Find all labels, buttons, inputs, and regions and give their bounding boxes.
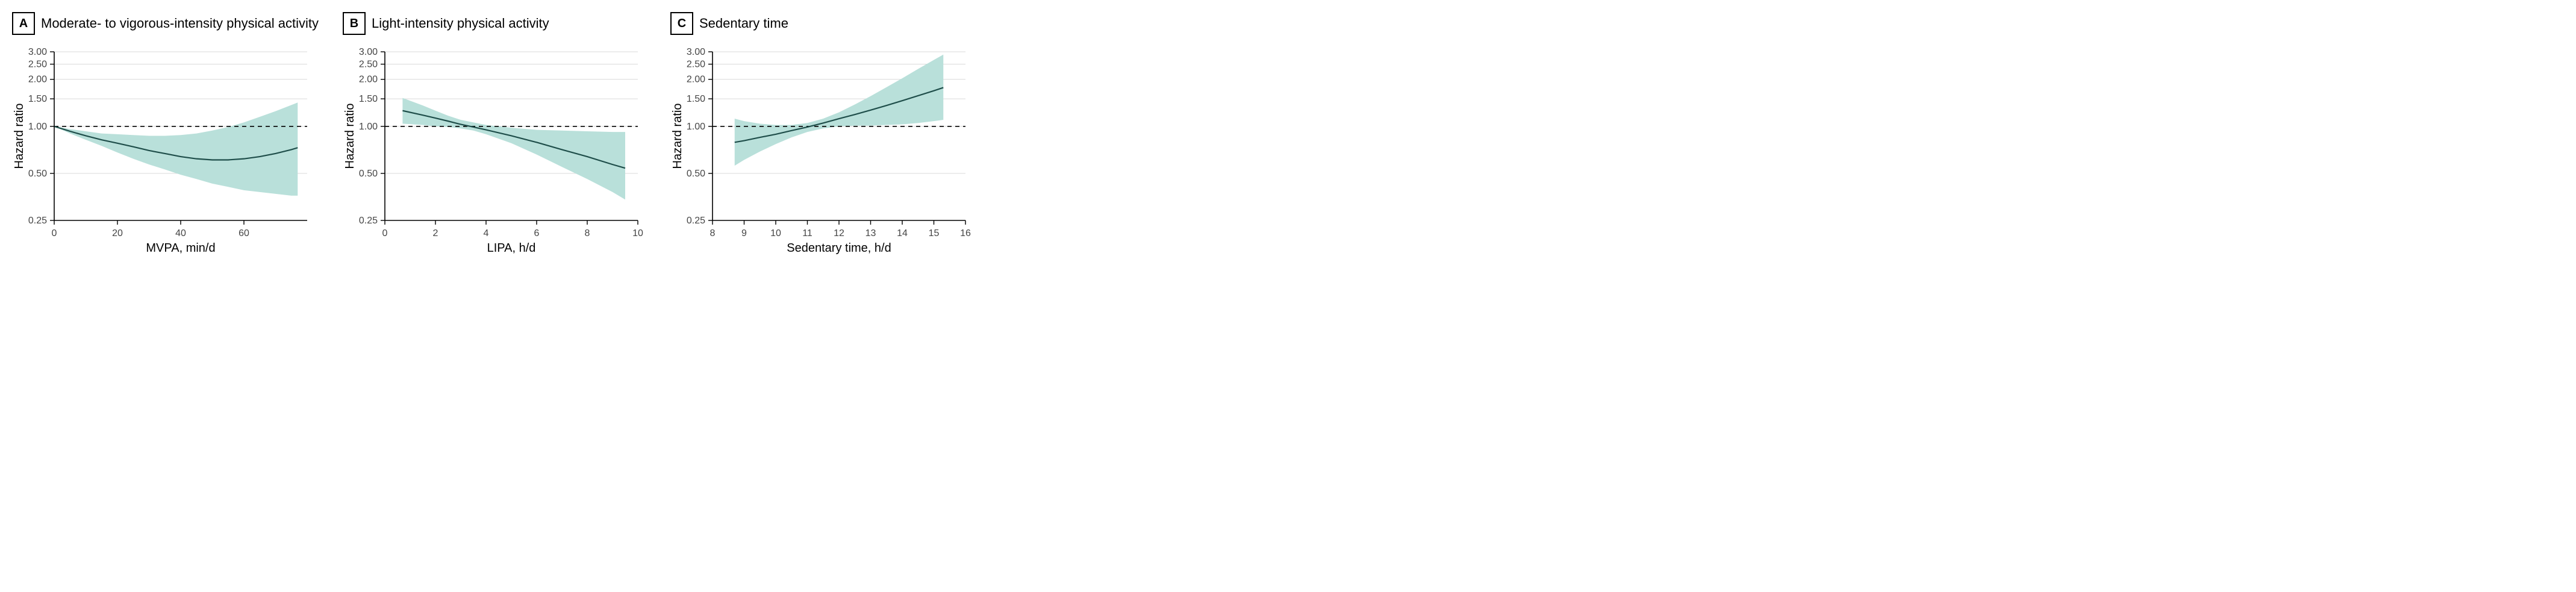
y-tick-label: 2.00 (359, 75, 378, 85)
y-axis-label: Hazard ratio (671, 104, 684, 169)
panel-letter: C (670, 12, 693, 35)
chart-wrap: 0.25 0.50 1.00 1.50 2.00 2.50 3.00 8 9 10 11 12 13 14… (670, 46, 974, 257)
y-tick-label: 0.25 (687, 216, 705, 226)
x-tick-label: 40 (175, 228, 186, 238)
y-axis-label: Hazard ratio (343, 104, 357, 169)
x-axis-label: MVPA, min/d (146, 241, 215, 255)
y-tick-label: 0.50 (687, 169, 705, 179)
x-tick-label: 13 (865, 228, 876, 238)
chart: 0.25 0.50 1.00 1.50 2.00 2.50 3.00 0 20 40 60 Hazar… (12, 46, 316, 257)
confidence-band (735, 55, 944, 166)
panel-letter: A (12, 12, 35, 35)
x-tick-label: 60 (239, 228, 249, 238)
y-tick-label: 1.50 (28, 94, 47, 104)
y-tick-label: 1.00 (28, 122, 47, 132)
y-tick-label: 0.50 (28, 169, 47, 179)
chart-wrap: 0.25 0.50 1.00 1.50 2.00 2.50 3.00 0 20 40 60 Hazar… (12, 46, 319, 257)
x-tick-label: 16 (960, 228, 971, 238)
panel-b: BLight-intensity physical activity0.250.… (343, 12, 646, 257)
y-tick-label: 1.50 (687, 94, 705, 104)
y-tick-label: 2.50 (28, 60, 47, 70)
panel-title: Light-intensity physical activity (372, 16, 549, 31)
y-tick-label: 1.00 (359, 122, 378, 132)
confidence-band (54, 102, 298, 196)
y-tick-label: 0.50 (359, 169, 378, 179)
confidence-band (402, 98, 625, 200)
x-tick-label: 4 (484, 228, 489, 238)
panel-header: C Sedentary time (670, 12, 974, 35)
x-tick-label: 11 (802, 228, 812, 238)
chart-wrap: 0.25 0.50 1.00 1.50 2.00 2.50 3.00 0 2 4 6 8 10 Hazar… (343, 46, 646, 257)
y-tick-label: 2.50 (359, 60, 378, 70)
x-tick-label: 8 (585, 228, 590, 238)
chart: 0.25 0.50 1.00 1.50 2.00 2.50 3.00 8 9 10 11 12 13 14… (670, 46, 974, 257)
x-tick-label: 6 (534, 228, 540, 238)
y-tick-label: 3.00 (687, 47, 705, 57)
y-tick-label: 2.00 (28, 75, 47, 85)
y-tick-label: 3.00 (359, 47, 378, 57)
y-tick-label: 3.00 (28, 47, 47, 57)
x-tick-label: 2 (433, 228, 438, 238)
y-axis-label: Hazard ratio (13, 104, 26, 169)
y-tick-label: 1.00 (687, 122, 705, 132)
y-tick-label: 2.50 (687, 60, 705, 70)
x-tick-label: 8 (710, 228, 716, 238)
panel-c: C Sedentary time 0.25 0.50 1.00 1.50 2.00 2.50 3… (670, 12, 974, 257)
x-tick-label: 0 (52, 228, 57, 238)
x-tick-label: 20 (112, 228, 123, 238)
y-tick-label: 0.25 (28, 216, 47, 226)
y-tick-label: 0.25 (359, 216, 378, 226)
panel-a: A Moderate- to vigorous-intensity physica… (12, 12, 319, 257)
panel-header: A Moderate- to vigorous-intensity physica… (12, 12, 319, 35)
x-tick-label: 0 (382, 228, 388, 238)
x-axis-label: LIPA, h/d (487, 241, 536, 255)
x-tick-label: 10 (770, 228, 781, 238)
panel-row: A Moderate- to vigorous-intensity physica… (12, 12, 2564, 257)
y-tick-label: 1.50 (359, 94, 378, 104)
y-tick-label: 2.00 (687, 75, 705, 85)
x-tick-label: 12 (834, 228, 844, 238)
panel-letter: B (343, 12, 366, 35)
chart: 0.25 0.50 1.00 1.50 2.00 2.50 3.00 0 2 4 6 8 10 Hazar… (343, 46, 646, 257)
x-tick-label: 10 (632, 228, 643, 238)
panel-header: B Light-intensity physical activity (343, 12, 646, 35)
x-axis-label: Sedentary time, h/d (787, 241, 891, 255)
x-tick-label: 14 (897, 228, 908, 238)
panel-title: Sedentary time (699, 16, 788, 31)
x-tick-label: 9 (741, 228, 747, 238)
panel-title: Moderate- to vigorous-intensity physical… (41, 16, 319, 31)
x-tick-label: 15 (929, 228, 940, 238)
